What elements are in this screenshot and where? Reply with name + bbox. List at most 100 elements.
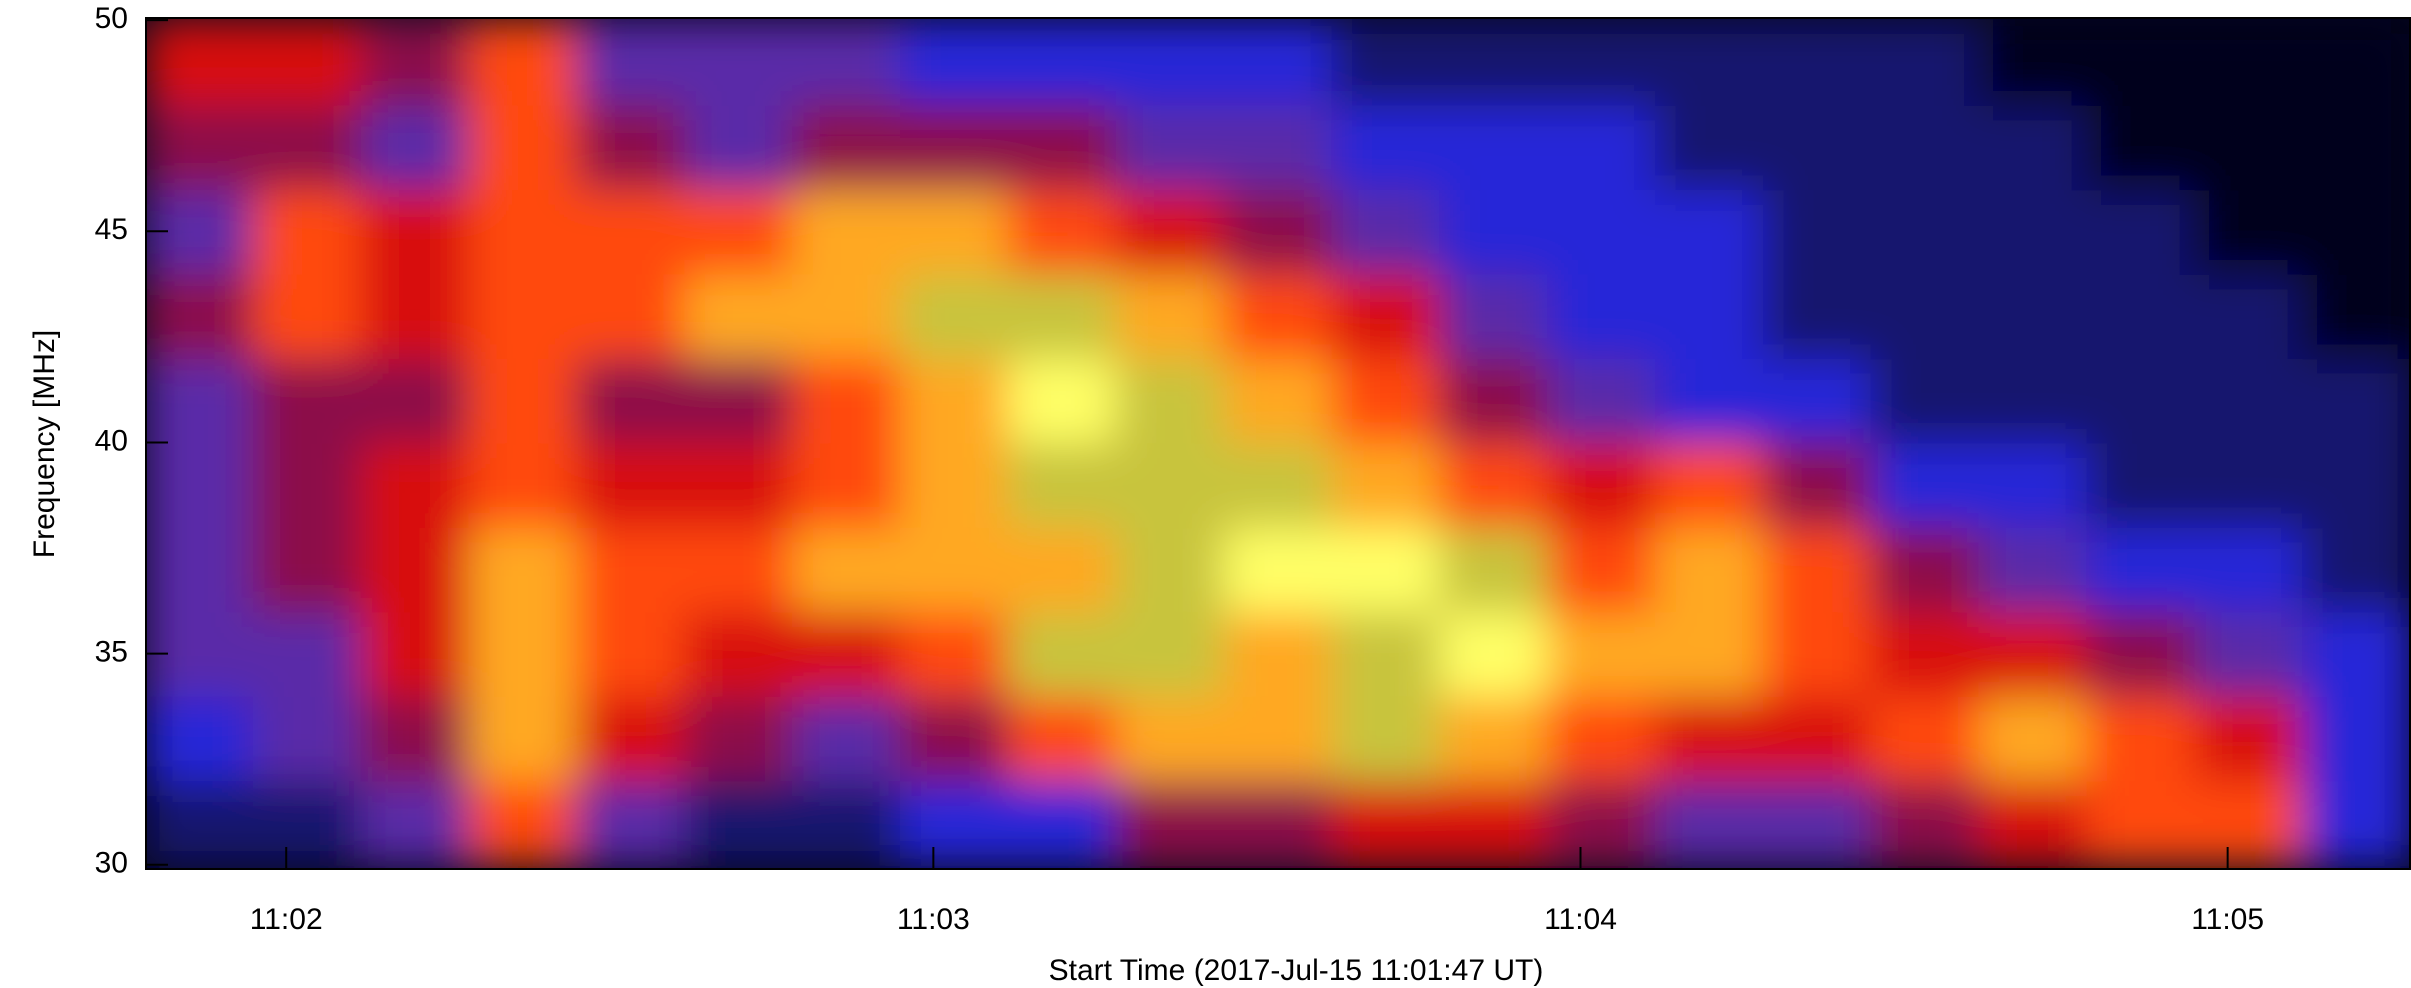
intensity-cell (900, 525, 1010, 613)
intensity-cell (146, 19, 255, 106)
intensity-cell (2086, 19, 2197, 106)
intensity-cell (252, 356, 363, 444)
intensity-cell (1331, 103, 1442, 191)
intensity-cell (2194, 441, 2305, 528)
intensity-cell (792, 188, 902, 275)
intensity-cell (2194, 19, 2305, 106)
intensity-cell (576, 694, 687, 782)
intensity-cell (1762, 694, 1873, 782)
intensity-cell (1870, 188, 1981, 275)
intensity-cell (792, 694, 902, 782)
intensity-cell (360, 272, 471, 359)
intensity-cell (2194, 272, 2305, 359)
intensity-cell (2302, 779, 2411, 866)
intensity-cell (1331, 779, 1442, 866)
intensity-cell (468, 19, 579, 106)
intensity-cell (360, 525, 471, 613)
intensity-cell (1439, 779, 1550, 866)
intensity-cell (1978, 694, 2089, 782)
intensity-cell (684, 188, 795, 275)
intensity-cell (1870, 272, 1981, 359)
intensity-cell (1439, 525, 1550, 613)
intensity-cell (792, 103, 902, 191)
intensity-cell (1655, 441, 1765, 528)
intensity-cell (146, 103, 255, 191)
intensity-cell (360, 103, 471, 191)
intensity-cell (2194, 694, 2305, 782)
intensity-cell (684, 19, 795, 106)
intensity-cell (1223, 356, 1334, 444)
intensity-cell (1870, 19, 1981, 106)
plot-frame (145, 17, 2411, 870)
intensity-cell (1547, 356, 1657, 444)
intensity-cell (1547, 525, 1657, 613)
intensity-cell (1655, 188, 1765, 275)
intensity-cell (1331, 356, 1442, 444)
intensity-cell (576, 779, 687, 866)
intensity-cell (2194, 103, 2305, 191)
intensity-cell (1547, 441, 1657, 528)
intensity-cell (1007, 356, 1118, 444)
intensity-cell (252, 103, 363, 191)
intensity-cell (1655, 694, 1765, 782)
intensity-cell (1439, 103, 1550, 191)
y-tick-label: 30 (95, 847, 128, 880)
intensity-cell (576, 610, 687, 697)
intensity-cell (1547, 103, 1657, 191)
intensity-cell (1115, 779, 1226, 866)
intensity-cell (1870, 694, 1981, 782)
intensity-cell (252, 19, 363, 106)
intensity-cell (1331, 272, 1442, 359)
intensity-cell (900, 694, 1010, 782)
intensity-cell (1978, 103, 2089, 191)
intensity-cell (684, 694, 795, 782)
intensity-cell (1978, 356, 2089, 444)
intensity-cell (1655, 779, 1765, 866)
intensity-cell (2302, 441, 2411, 528)
x-tick-label: 11:03 (897, 903, 970, 936)
intensity-cell (252, 188, 363, 275)
intensity-cell (360, 356, 471, 444)
intensity-cell (900, 103, 1010, 191)
intensity-cell (1223, 19, 1334, 106)
intensity-cell (792, 19, 902, 106)
intensity-cell (900, 441, 1010, 528)
intensity-cell (1223, 610, 1334, 697)
intensity-cell (1762, 356, 1873, 444)
intensity-cell (252, 694, 363, 782)
intensity-cell (1007, 272, 1118, 359)
intensity-cell (1439, 610, 1550, 697)
intensity-cell (900, 188, 1010, 275)
intensity-cell (792, 356, 902, 444)
intensity-cell (900, 779, 1010, 866)
intensity-cell (684, 779, 795, 866)
intensity-cell (2086, 188, 2197, 275)
intensity-cell (1223, 103, 1334, 191)
intensity-cell (468, 525, 579, 613)
intensity-cell (576, 103, 687, 191)
x-tick-label: 11:04 (1544, 903, 1617, 936)
intensity-cell (1978, 525, 2089, 613)
intensity-cell (1547, 610, 1657, 697)
intensity-cell (1115, 103, 1226, 191)
intensity-cell (1655, 103, 1765, 191)
intensity-cell (468, 441, 579, 528)
intensity-cell (1439, 356, 1550, 444)
intensity-cell (2086, 610, 2197, 697)
intensity-cell (1655, 356, 1765, 444)
y-tick-label: 35 (95, 636, 128, 669)
intensity-cell (1655, 525, 1765, 613)
y-tick-label: 40 (95, 424, 128, 457)
intensity-cell (1223, 779, 1334, 866)
intensity-cell (252, 779, 363, 866)
intensity-cell (360, 694, 471, 782)
intensity-cell (576, 356, 687, 444)
intensity-cell (1115, 356, 1226, 444)
intensity-cell (1547, 272, 1657, 359)
intensity-cell (146, 694, 255, 782)
intensity-cell (2302, 103, 2411, 191)
intensity-cell (2302, 610, 2411, 697)
intensity-cell (468, 610, 579, 697)
intensity-cell (1007, 188, 1118, 275)
intensity-cell (468, 188, 579, 275)
